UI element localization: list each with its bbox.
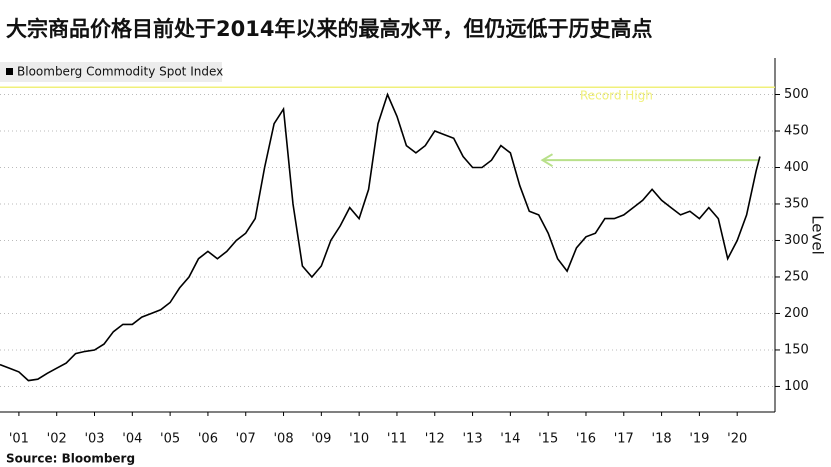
x-tick-label: '20	[727, 432, 747, 447]
y-tick-label: 400	[784, 160, 809, 175]
x-tick-label: '17	[614, 432, 634, 447]
x-tick-label: '18	[652, 432, 672, 447]
x-tick-label: '06	[198, 432, 218, 447]
x-tick-label: '14	[500, 432, 520, 447]
x-tick-label: '19	[689, 432, 709, 447]
x-tick-label: '10	[349, 432, 369, 447]
x-tick-label: '11	[387, 432, 407, 447]
y-tick-label: 200	[784, 306, 809, 321]
y-tick-label: 300	[784, 233, 809, 248]
x-tick-label: '01	[9, 432, 29, 447]
x-tick-label: '05	[160, 432, 180, 447]
x-tick-label: '04	[122, 432, 142, 447]
arrow-head	[540, 153, 554, 168]
x-tick-label: '15	[538, 432, 558, 447]
y-tick-label: 500	[784, 87, 809, 102]
legend-swatch	[6, 68, 13, 75]
y-tick-label: 100	[784, 379, 809, 394]
x-tick-label: '09	[311, 432, 331, 447]
x-tick-label: '16	[576, 432, 596, 447]
source: Source: Bloomberg	[6, 452, 135, 466]
x-tick-label: '03	[84, 432, 104, 447]
series-line	[0, 92, 761, 382]
x-tick-label: '07	[236, 432, 256, 447]
chart-title: 大宗商品价格目前处于2014年以来的最高水平，但仍远低于历史高点	[6, 17, 652, 41]
y-tick-label: 150	[784, 342, 809, 357]
y-tick-label: 250	[784, 269, 809, 284]
x-tick-label: '08	[273, 432, 293, 447]
y-axis-label: Level	[809, 215, 827, 255]
x-tick-label: '13	[462, 432, 482, 447]
record-high-label: Record High	[580, 89, 653, 103]
x-tick-label: '02	[47, 432, 67, 447]
legend-label: Bloomberg Commodity Spot Index	[17, 65, 223, 79]
x-tick-label: '12	[425, 432, 445, 447]
legend-box	[0, 62, 222, 82]
y-tick-label: 450	[784, 123, 809, 138]
y-tick-label: 350	[784, 196, 809, 211]
